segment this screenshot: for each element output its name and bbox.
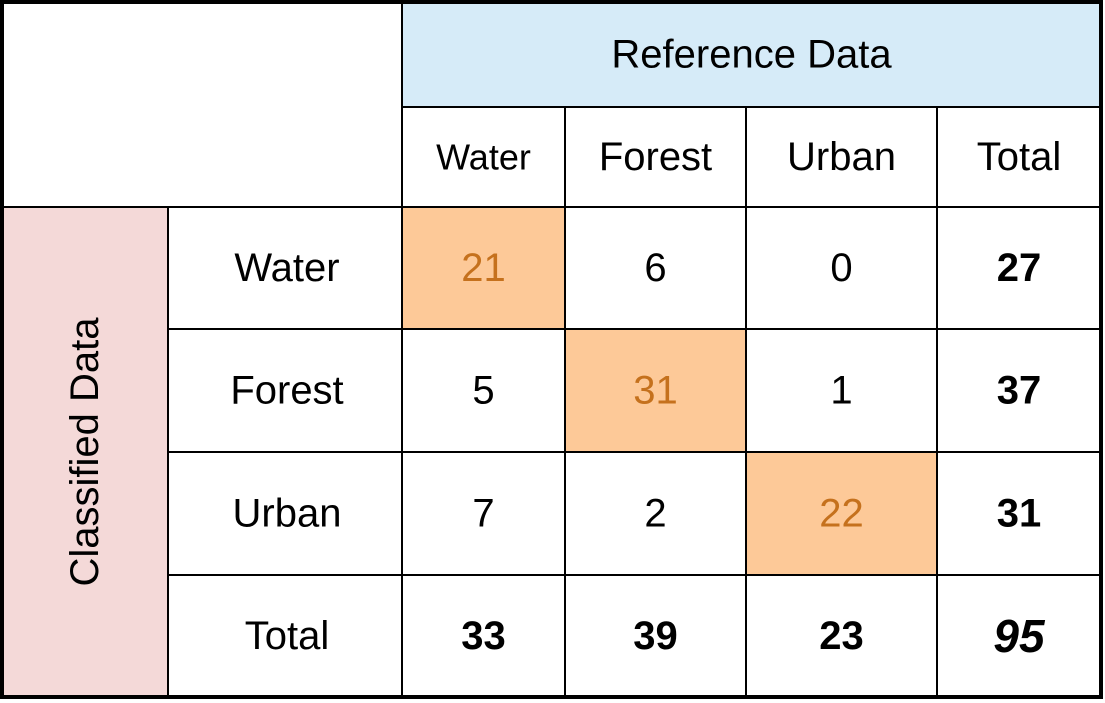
- cell-urban-urban: 22: [819, 492, 864, 536]
- classified-header-fill: [2, 207, 168, 697]
- reference-header-fill: [402, 2, 1101, 107]
- cell-total-total: 95: [993, 610, 1046, 662]
- column-label-water: Water: [436, 137, 531, 178]
- column-label-urban: Urban: [787, 135, 896, 179]
- cell-total-urban: 23: [819, 614, 864, 658]
- cell-total-water: 33: [461, 614, 506, 658]
- diagonal-cell-forest: [565, 329, 746, 452]
- reference-data-header: Reference Data: [611, 33, 892, 77]
- row-label-urban: Urban: [233, 492, 342, 536]
- cell-urban-forest: 2: [644, 492, 666, 536]
- cell-total-forest: 39: [633, 614, 678, 658]
- diagonal-cell-urban: [746, 452, 937, 575]
- classified-data-header: Classified Data: [63, 317, 107, 587]
- cell-water-total: 27: [997, 246, 1042, 290]
- cell-urban-total: 31: [997, 492, 1042, 536]
- row-label-forest: Forest: [230, 369, 343, 413]
- diagonal-cell-water: [402, 207, 565, 329]
- row-label-total: Total: [245, 614, 330, 658]
- cell-water-water: 21: [461, 246, 506, 290]
- cell-urban-water: 7: [472, 492, 494, 536]
- cell-water-urban: 0: [830, 246, 852, 290]
- cell-forest-water: 5: [472, 369, 494, 413]
- column-label-forest: Forest: [599, 135, 712, 179]
- row-label-water: Water: [234, 246, 339, 290]
- cell-forest-urban: 1: [830, 369, 852, 413]
- cell-water-forest: 6: [644, 246, 666, 290]
- cell-forest-total: 37: [997, 369, 1042, 413]
- column-label-total: Total: [977, 135, 1062, 179]
- cell-forest-forest: 31: [633, 369, 678, 413]
